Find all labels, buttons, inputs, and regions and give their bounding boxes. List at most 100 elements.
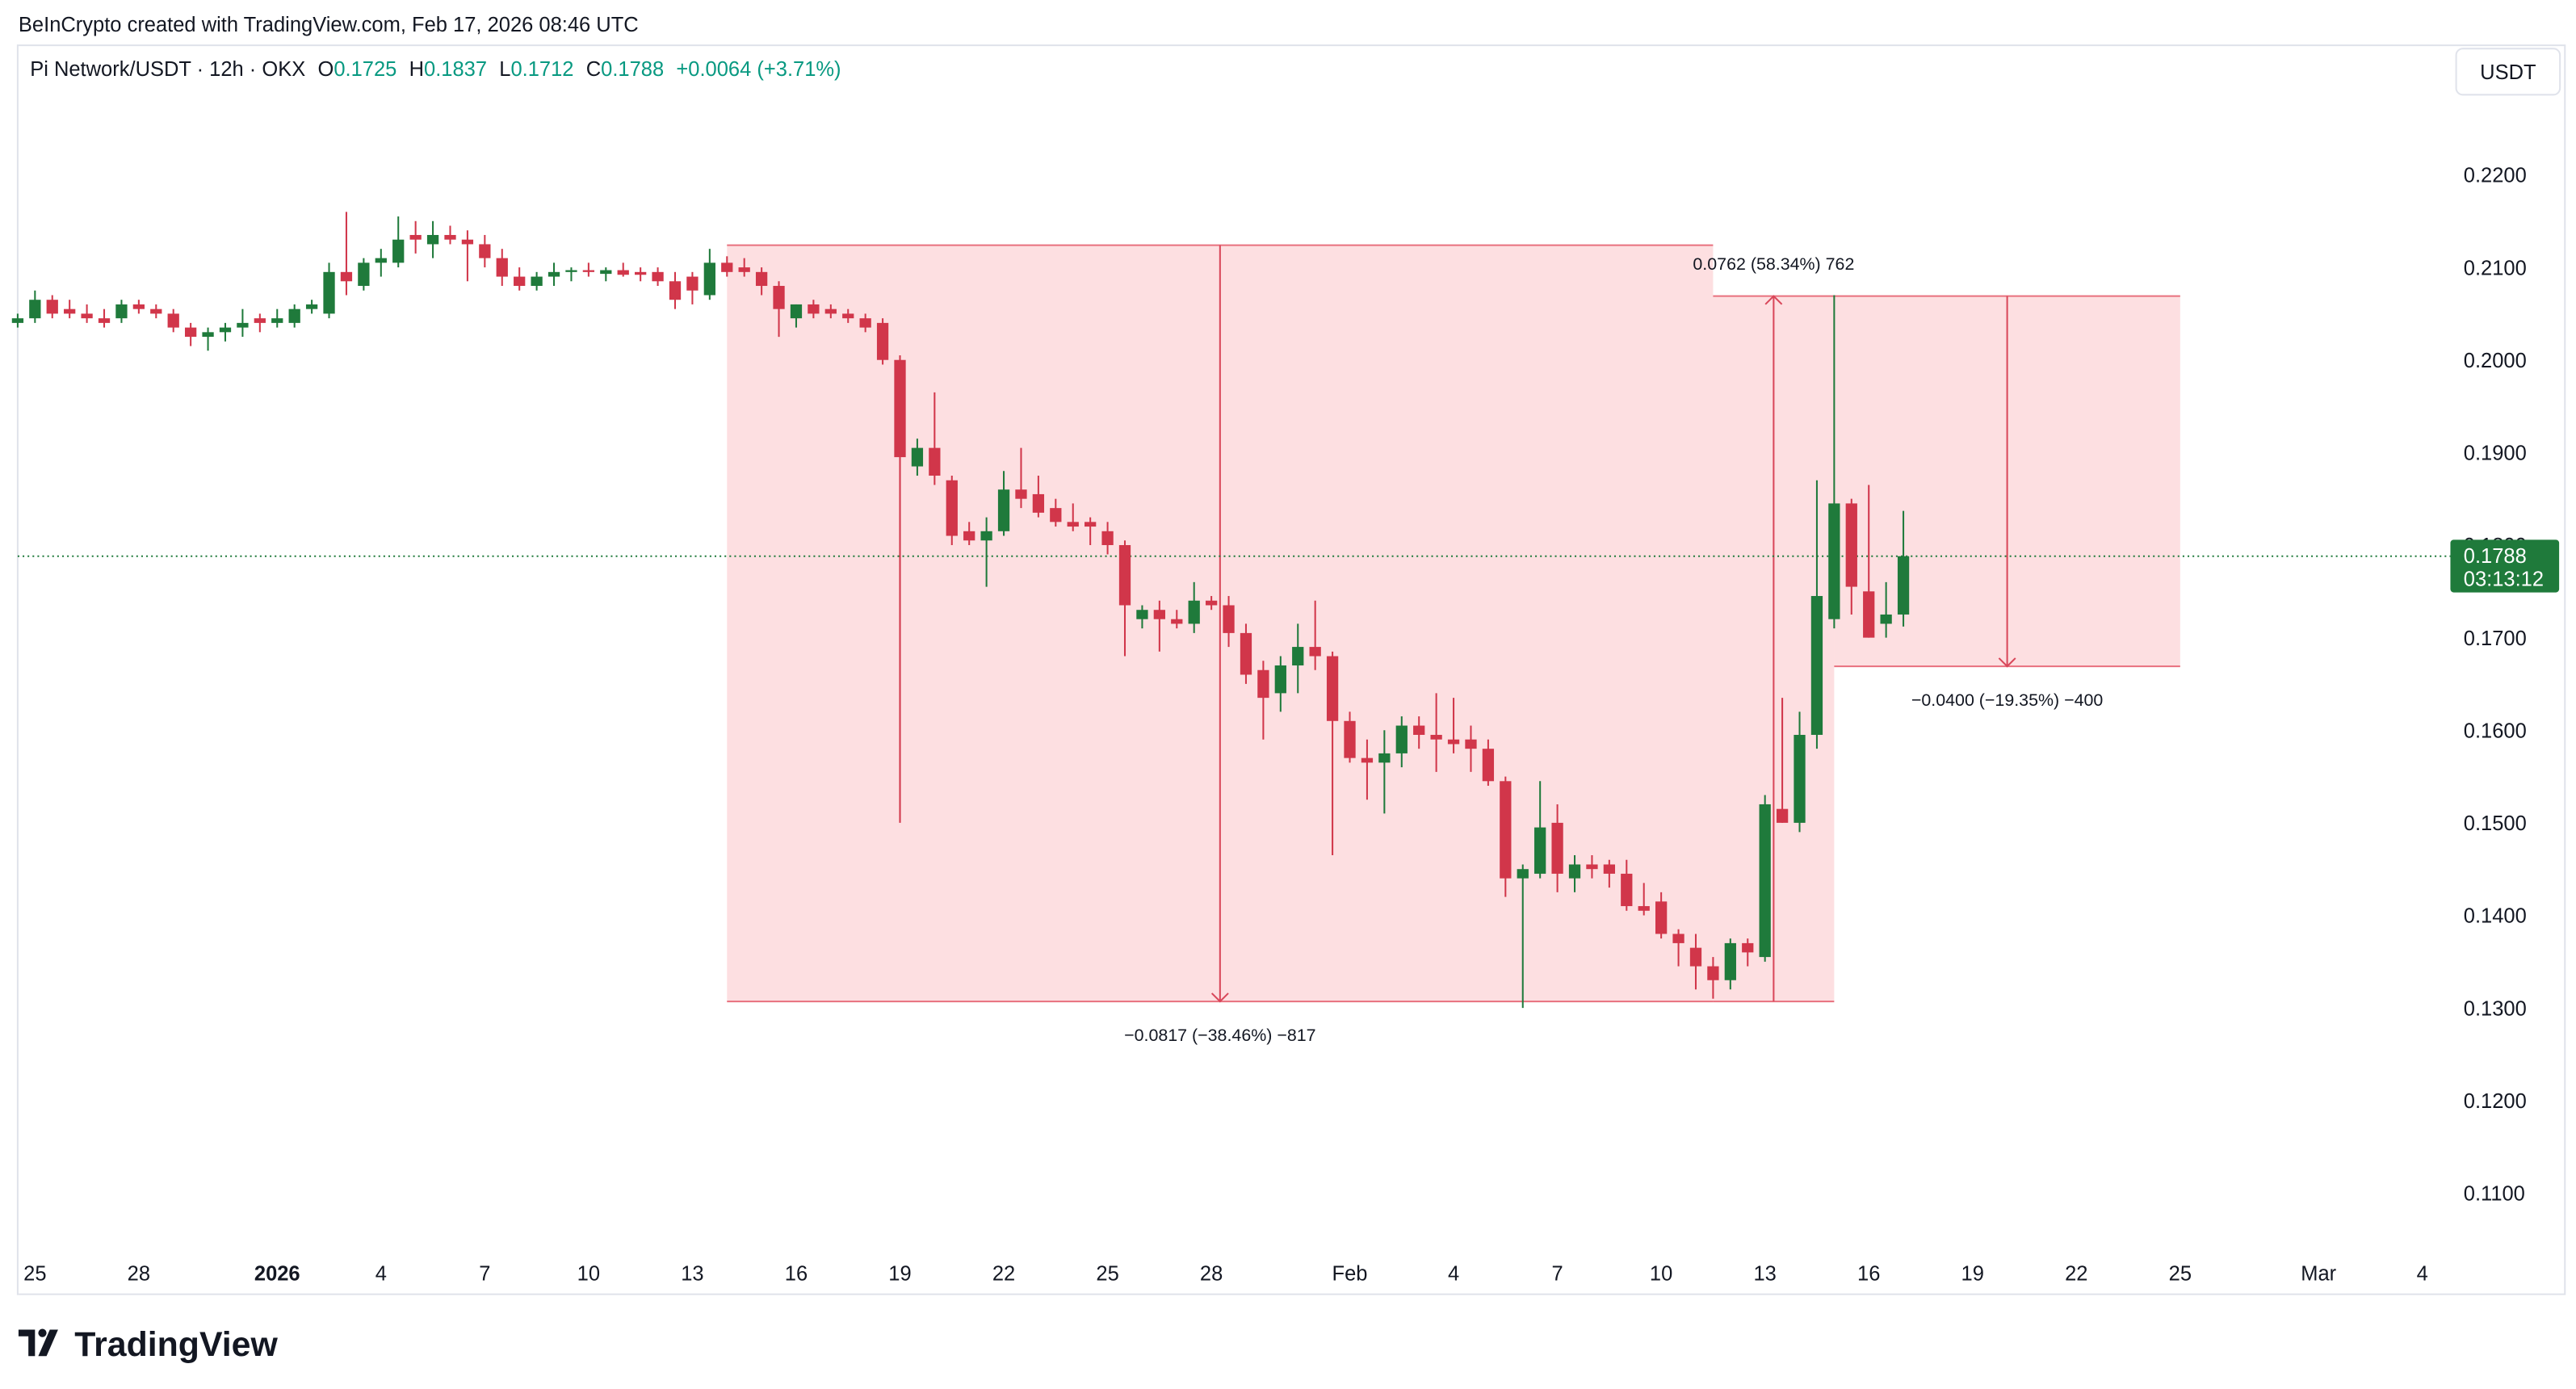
candle-body: [721, 262, 733, 272]
candle-body: [1240, 632, 1252, 675]
candle-body: [1101, 531, 1114, 545]
candle-body: [1171, 619, 1183, 624]
plot: 25 28 2026 4 7 10 13 16 19 22 25 28 Feb 4 7 10 13 16 19 22 2…: [11, 165, 2560, 1285]
candle-body: [1085, 522, 1097, 527]
candle-body: [738, 267, 750, 272]
candle-body: [911, 447, 924, 467]
ohlc-label: L: [499, 58, 510, 81]
candle-body: [1672, 934, 1684, 943]
candle-body: [1586, 864, 1598, 870]
candle-body: [1638, 906, 1650, 911]
candle-body: [461, 239, 474, 245]
candle-body: [1257, 669, 1269, 699]
candle-body: [1309, 647, 1321, 657]
y-tick-label: 0.1600: [2464, 720, 2527, 742]
x-tick-label: 22: [992, 1262, 1015, 1285]
candle-body: [1274, 665, 1286, 694]
candle-body: [669, 281, 682, 300]
x-tick-label: 10: [577, 1262, 600, 1285]
candle-body: [514, 276, 526, 287]
candle-body: [582, 270, 595, 272]
candle-body: [1292, 647, 1304, 666]
candle-body: [1828, 503, 1840, 619]
candle-body: [323, 271, 335, 314]
candle-body: [132, 304, 145, 309]
candle-body: [929, 447, 941, 476]
candle-body: [271, 318, 283, 323]
candle-body: [1482, 749, 1495, 782]
y-tick-label: 0.1100: [2464, 1183, 2525, 1206]
price-label-box: [2450, 539, 2560, 593]
candle-body: [755, 271, 768, 287]
candle-body: [46, 300, 58, 314]
candle-body: [1689, 947, 1702, 967]
candle-body: [946, 480, 958, 536]
candle-body: [859, 318, 871, 328]
candle-body: [1344, 720, 1356, 758]
candle-body: [184, 327, 197, 338]
ohlc-value: 0.1712: [510, 58, 573, 81]
credit: BeInCrypto created with TradingView.com,…: [19, 14, 639, 36]
candle-body: [64, 308, 76, 314]
candle-body: [1430, 734, 1442, 740]
candle-body: [1188, 600, 1200, 624]
candle-body: [1880, 614, 1892, 624]
candle-body: [1897, 556, 1910, 615]
ohlc-value: 0.1788: [601, 58, 664, 81]
candle-body: [254, 318, 266, 323]
logo-mark: [38, 1328, 47, 1337]
candle-body: [980, 531, 992, 541]
y-tick-label: 0.2100: [2464, 257, 2527, 279]
candle-body: [565, 270, 577, 272]
candle-body: [288, 308, 300, 323]
candle-body: [652, 271, 664, 282]
y-tick-label: 0.2200: [2464, 165, 2527, 187]
change: +0.0064 (+3.71%): [676, 58, 841, 81]
currency-button[interactable]: [2455, 48, 2561, 96]
y-tick-label: 0.1500: [2464, 812, 2527, 835]
x-tick-label: Feb: [1332, 1262, 1368, 1285]
ohlc-label: C: [586, 58, 601, 81]
brand: TradingView: [74, 1325, 278, 1364]
x-tick-label: 13: [681, 1262, 703, 1285]
candle-body: [1015, 489, 1027, 499]
candle-body: [1465, 739, 1477, 749]
candle-body: [548, 271, 560, 277]
x-tick-label: 28: [1200, 1262, 1223, 1285]
currency: USDT: [2480, 61, 2536, 84]
candle-body: [1845, 503, 1857, 587]
candle-body: [392, 239, 405, 263]
candle-body: [790, 304, 803, 319]
candle-body: [963, 531, 975, 541]
candle-body: [150, 308, 162, 314]
ohlc-label: O: [318, 58, 334, 81]
y-tick-label: 0.2000: [2464, 350, 2527, 372]
candle-body: [375, 258, 387, 263]
measure-label: −0.0817 (−38.46%) −817: [1124, 1026, 1315, 1045]
candle-body: [115, 304, 128, 319]
x-tick-label: 16: [785, 1262, 808, 1285]
x-tick-label: 19: [888, 1262, 911, 1285]
candle-body: [808, 304, 820, 314]
candle-body: [1413, 725, 1425, 735]
legend: Pi Network/USDT · 12h · OKX O0.1725 H0.1…: [30, 58, 841, 81]
candle-body: [617, 270, 629, 275]
candle-body: [842, 313, 854, 319]
measure-label: −0.0400 (−19.35%) −400: [1911, 690, 2104, 710]
candle-body: [1118, 544, 1131, 606]
candle-body: [1378, 753, 1391, 763]
candle-body: [1153, 610, 1165, 619]
candle-body: [1395, 725, 1408, 753]
arrow-head: [1998, 657, 2016, 668]
candle-body: [1136, 610, 1148, 619]
candle-body: [600, 270, 612, 275]
candle-body: [340, 271, 353, 282]
candle-body: [305, 304, 318, 309]
candle-body: [1361, 757, 1374, 763]
x-tick-label: 13: [1753, 1262, 1776, 1285]
candle-body: [1223, 605, 1235, 633]
candle-body: [1050, 508, 1062, 522]
x-tick-label: 4: [375, 1262, 387, 1285]
